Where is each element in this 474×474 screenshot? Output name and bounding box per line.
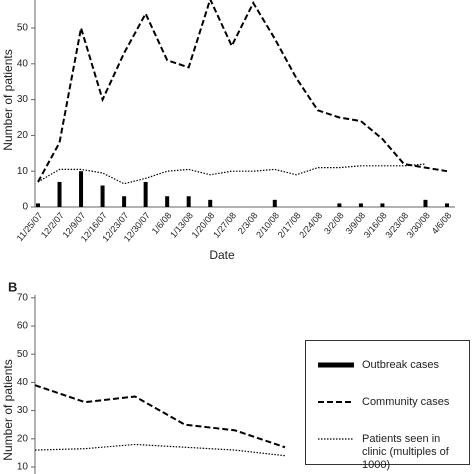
bar — [36, 203, 40, 207]
y-tick-label: 40 — [17, 377, 29, 388]
bar — [100, 185, 105, 207]
legend: Outbreak cases Community cases Patients se… — [305, 340, 470, 471]
bar — [208, 199, 213, 207]
panel-label: B — [8, 279, 17, 294]
y-axis-label: Number of patients — [1, 359, 15, 460]
series-line — [37, 163, 426, 185]
x-tick-label: 4/6/08 — [430, 210, 454, 236]
bar — [337, 203, 342, 207]
y-tick-label: 60 — [17, 321, 29, 332]
y-tick-label: 0 — [22, 202, 28, 213]
y-tick-label: 30 — [17, 94, 29, 105]
series-line — [34, 443, 286, 457]
bar — [445, 203, 449, 207]
legend-label: Outbreak cases — [362, 359, 440, 371]
legend-label: Community cases — [362, 396, 450, 408]
x-tick-label: 1/27/08 — [211, 210, 238, 239]
x-axis-label: Date — [209, 248, 235, 262]
x-tick-label: 3/30/08 — [405, 210, 432, 239]
series-line — [34, 384, 286, 449]
legend-swatch — [318, 401, 354, 403]
legend-swatch — [318, 362, 354, 368]
bar — [380, 203, 385, 207]
y-tick-label: 10 — [17, 166, 29, 177]
legend-label: Patients seen in clinic (multiples of 10… — [362, 433, 449, 471]
bar — [272, 199, 277, 207]
x-tick-label: 2/24/08 — [297, 210, 324, 239]
y-tick-label: 70 — [17, 292, 29, 303]
y-tick-label: 50 — [17, 23, 29, 34]
x-tick-label: 11/25/07 — [15, 210, 45, 243]
bar — [143, 181, 148, 207]
bar — [57, 181, 62, 207]
x-tick-label: 3/2/08 — [322, 210, 346, 236]
bar — [358, 203, 363, 207]
bar — [423, 199, 428, 207]
y-tick-label: 20 — [17, 433, 29, 444]
bar — [122, 196, 127, 207]
y-axis-label: Number of patients — [1, 49, 15, 150]
y-tick-label: 10 — [17, 462, 29, 473]
bar — [186, 196, 191, 207]
y-tick-label: 20 — [17, 130, 29, 141]
y-tick-label: 30 — [17, 405, 29, 416]
bar — [165, 196, 170, 207]
y-tick-label: 40 — [17, 58, 29, 69]
series-line — [37, 0, 448, 183]
legend-swatch — [318, 438, 354, 440]
bar — [79, 171, 84, 207]
y-tick-label: 50 — [17, 349, 29, 360]
